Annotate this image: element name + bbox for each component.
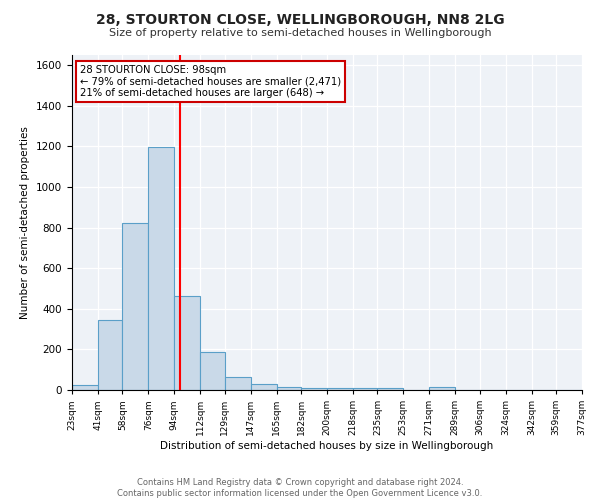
Bar	[429, 387, 455, 390]
Text: Contains HM Land Registry data © Crown copyright and database right 2024.
Contai: Contains HM Land Registry data © Crown c…	[118, 478, 482, 498]
Bar	[251, 384, 277, 390]
Bar	[98, 320, 122, 390]
Y-axis label: Number of semi-detached properties: Number of semi-detached properties	[20, 126, 31, 319]
X-axis label: Distribution of semi-detached houses by size in Wellingborough: Distribution of semi-detached houses by …	[160, 441, 494, 451]
Bar	[353, 388, 377, 390]
Text: 28 STOURTON CLOSE: 98sqm
← 79% of semi-detached houses are smaller (2,471)
21% o: 28 STOURTON CLOSE: 98sqm ← 79% of semi-d…	[80, 65, 341, 98]
Bar	[200, 352, 225, 390]
Bar	[301, 388, 327, 390]
Bar	[377, 388, 403, 390]
Bar	[225, 377, 251, 390]
Bar	[277, 387, 301, 390]
Bar	[148, 148, 174, 390]
Text: 28, STOURTON CLOSE, WELLINGBOROUGH, NN8 2LG: 28, STOURTON CLOSE, WELLINGBOROUGH, NN8 …	[95, 12, 505, 26]
Bar	[72, 385, 98, 390]
Bar	[327, 388, 353, 390]
Bar	[122, 222, 148, 390]
Text: Size of property relative to semi-detached houses in Wellingborough: Size of property relative to semi-detach…	[109, 28, 491, 38]
Bar	[174, 296, 200, 390]
